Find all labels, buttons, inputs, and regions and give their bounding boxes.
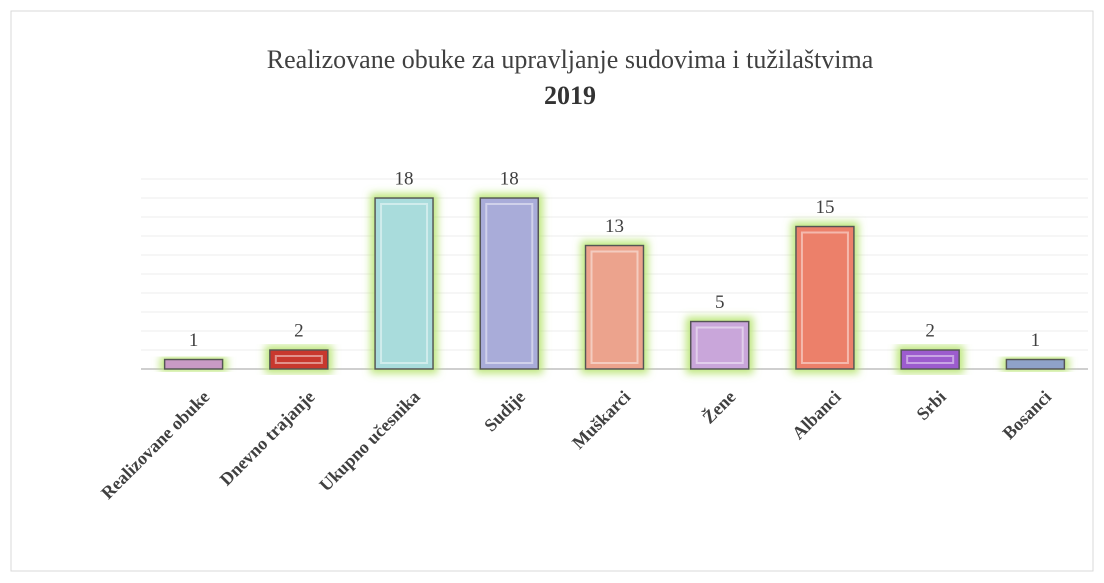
bar-group — [689, 320, 750, 370]
bar-group — [1005, 358, 1066, 370]
bar — [163, 358, 224, 370]
bar — [900, 349, 960, 370]
bar-group — [163, 358, 224, 370]
bar-bevel — [274, 355, 323, 364]
data-label: 13 — [605, 216, 624, 237]
bar — [269, 349, 329, 370]
bar-group — [374, 197, 434, 370]
bar-group — [900, 349, 960, 370]
data-label: 18 — [395, 168, 414, 189]
bar-group — [795, 225, 855, 370]
bar-group — [584, 244, 645, 370]
data-label: 2 — [925, 320, 935, 341]
bar-bevel — [695, 326, 744, 364]
chart-frame — [10, 10, 1094, 572]
bar — [795, 225, 855, 370]
chart-title: Realizovane obuke za upravljanje sudovim… — [267, 45, 874, 74]
bar — [584, 244, 645, 370]
data-label: 18 — [500, 168, 519, 189]
bar-bevel — [485, 203, 534, 364]
chart-subtitle: 2019 — [544, 81, 596, 110]
data-label: 1 — [1031, 330, 1041, 351]
bar — [1005, 358, 1066, 370]
bar-bevel — [906, 355, 955, 364]
bar — [374, 197, 434, 370]
bar — [689, 320, 750, 370]
bar-group — [269, 349, 329, 370]
bar-group — [479, 197, 540, 370]
bar — [479, 197, 540, 370]
bar-bevel — [800, 231, 849, 364]
data-label: 15 — [815, 197, 834, 218]
data-label: 5 — [715, 292, 725, 313]
bar-bevel — [590, 250, 639, 364]
bar-bevel — [380, 203, 429, 364]
data-label: 1 — [189, 330, 199, 351]
data-label: 2 — [294, 320, 304, 341]
